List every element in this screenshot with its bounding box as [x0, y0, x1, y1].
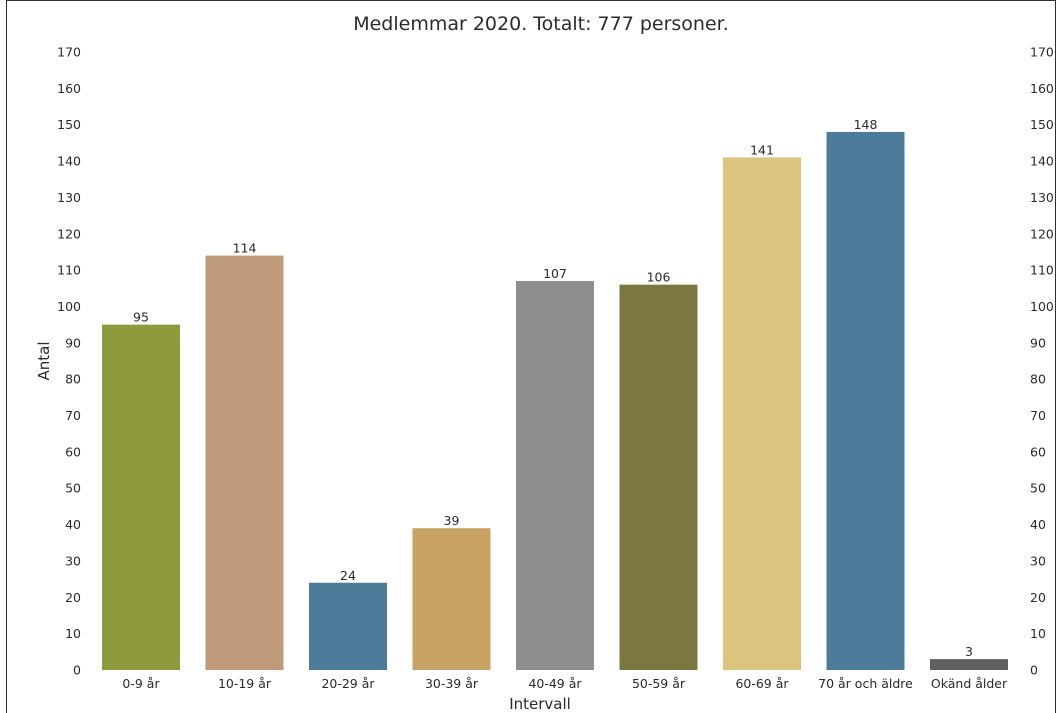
y-tick-label-right: 130	[1030, 190, 1054, 205]
bar	[723, 157, 801, 670]
y-tick-label-left: 0	[73, 663, 81, 678]
y-tick-label-left: 70	[65, 408, 81, 423]
y-tick-label-left: 80	[65, 372, 81, 387]
y-tick-label-left: 140	[57, 154, 81, 169]
bar-value-label: 107	[543, 266, 567, 281]
y-tick-label-right: 140	[1030, 154, 1054, 169]
y-tick-label-left: 90	[65, 335, 81, 350]
y-tick-label-right: 170	[1030, 45, 1054, 60]
chart-title: Medlemmar 2020. Totalt: 777 personer.	[353, 13, 729, 35]
y-axis-ticks-left: 0 10 20 30 40 50 60 70 80 90 100 110 120 130 140 150 160…	[57, 45, 81, 678]
x-tick-label: 30-39 år	[425, 676, 479, 691]
y-axis-label: Antal	[35, 341, 53, 380]
bar-value-label: 39	[444, 513, 460, 528]
bar-value-label: 106	[647, 270, 671, 285]
chart-frame	[6, 0, 1056, 713]
y-tick-label-left: 160	[57, 81, 81, 96]
bar-value-labels: 95 114 24 39 107 106 141 148 3	[133, 117, 973, 659]
y-tick-label-left: 100	[57, 299, 81, 314]
y-tick-label-left: 20	[65, 590, 81, 605]
y-tick-label-right: 0	[1030, 663, 1038, 678]
bar	[619, 284, 698, 670]
x-tick-label: 40-49 år	[528, 676, 582, 691]
bar	[516, 281, 594, 670]
y-tick-label-right: 10	[1030, 626, 1046, 641]
x-tick-label: Okänd ålder	[931, 676, 1008, 691]
y-tick-label-left: 30	[65, 553, 81, 568]
x-tick-label: 70 år och äldre	[818, 676, 913, 691]
y-tick-label-right: 100	[1030, 299, 1054, 314]
x-tick-label: 20-29 år	[321, 676, 375, 691]
y-tick-label-right: 40	[1030, 517, 1046, 532]
y-tick-label-left: 60	[65, 444, 81, 459]
x-tick-label: 60-69 år	[735, 676, 789, 691]
bar-value-label: 24	[340, 568, 356, 583]
y-tick-label-left: 120	[57, 226, 81, 241]
bar-value-label: 114	[233, 241, 257, 256]
bar	[309, 582, 387, 670]
y-tick-label-right: 110	[1030, 263, 1054, 278]
y-tick-label-left: 130	[57, 190, 81, 205]
y-tick-label-right: 150	[1030, 117, 1054, 132]
y-tick-label-right: 30	[1030, 553, 1046, 568]
y-tick-label-right: 120	[1030, 226, 1054, 241]
bar-value-label: 3	[965, 644, 973, 659]
bars	[102, 131, 1008, 671]
y-tick-label-right: 70	[1030, 408, 1046, 423]
x-axis-tick-labels: 0-9 år 10-19 år 20-29 år 30-39 år 40-49 år 50…	[122, 676, 1008, 691]
y-tick-label-left: 110	[57, 263, 81, 278]
y-tick-label-left: 50	[65, 481, 81, 496]
y-axis-ticks-right: 0 10 20 30 40 50 60 70 80 90 100 110 120 130 140 150 160…	[1030, 45, 1054, 678]
x-tick-label: 10-19 år	[218, 676, 272, 691]
bar-value-label: 95	[133, 310, 149, 325]
y-tick-label-left: 40	[65, 517, 81, 532]
y-tick-label-right: 60	[1030, 444, 1046, 459]
y-tick-label-left: 150	[57, 117, 81, 132]
y-tick-label-right: 20	[1030, 590, 1046, 605]
y-tick-label-right: 160	[1030, 81, 1054, 96]
bar	[205, 255, 284, 670]
x-tick-label: 50-59 år	[632, 676, 686, 691]
x-axis-label: Intervall	[509, 695, 571, 713]
y-tick-label-left: 170	[57, 45, 81, 60]
y-tick-label-left: 10	[65, 626, 81, 641]
y-tick-label-right: 80	[1030, 372, 1046, 387]
bar	[826, 131, 905, 671]
bar-value-label: 148	[854, 117, 878, 132]
x-tick-label: 0-9 år	[122, 676, 160, 691]
bar-value-label: 141	[750, 142, 774, 157]
bar	[930, 659, 1008, 670]
bar	[102, 324, 180, 670]
bar	[412, 528, 491, 670]
y-tick-label-right: 50	[1030, 481, 1046, 496]
y-tick-label-right: 90	[1030, 335, 1046, 350]
